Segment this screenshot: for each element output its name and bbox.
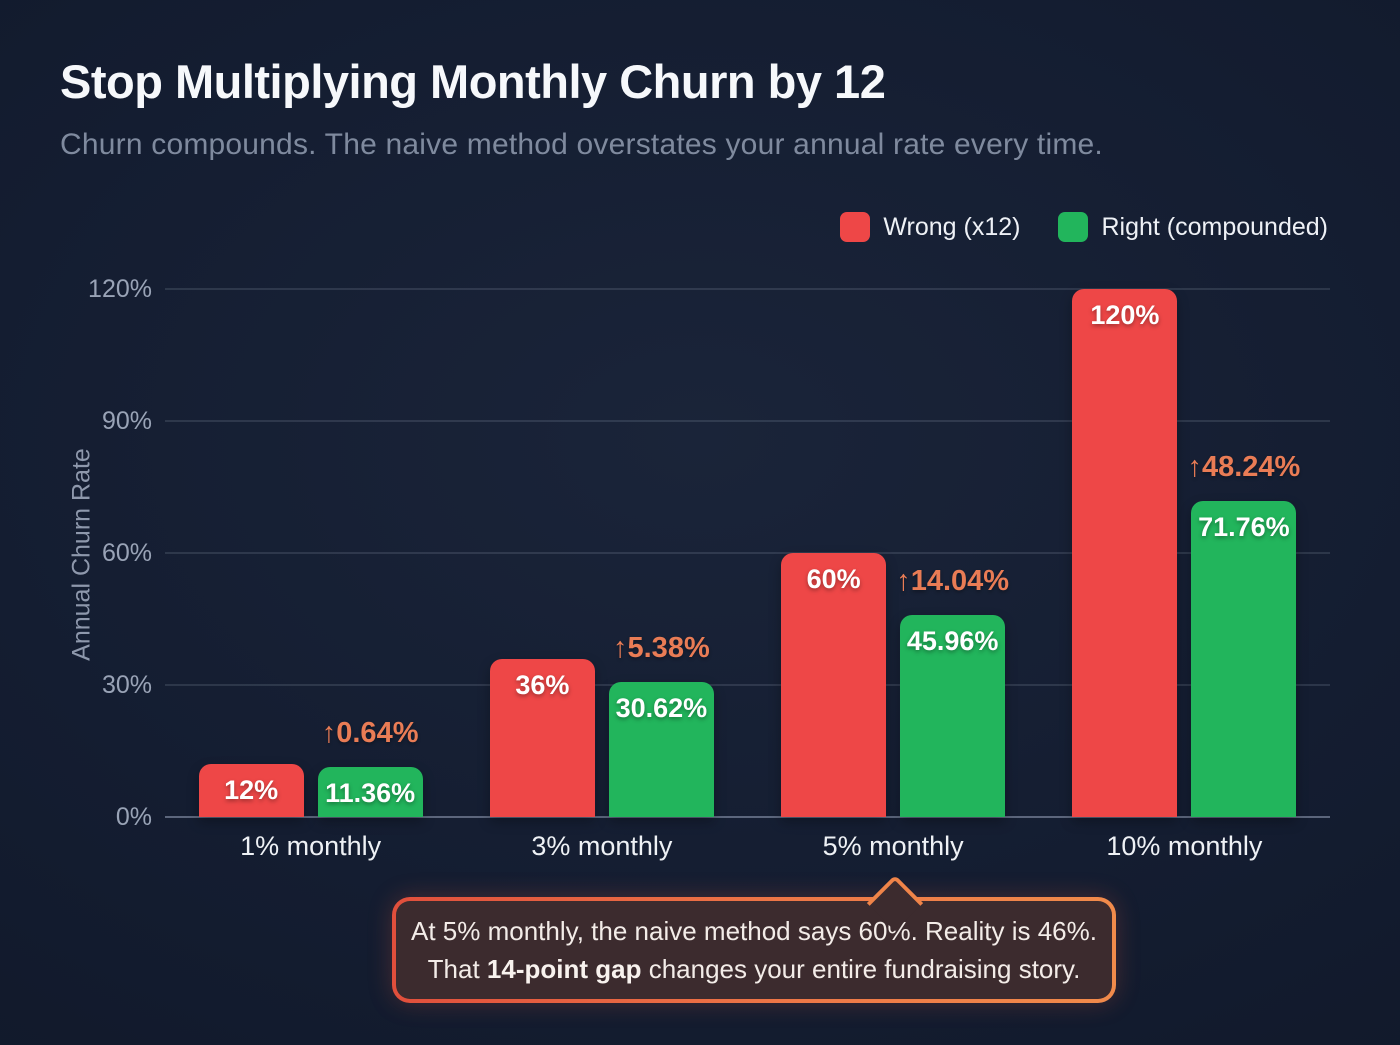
bar-wrong	[489, 658, 595, 817]
gridline-90%	[165, 420, 1330, 422]
gridline-60%	[165, 552, 1330, 554]
bar-wrong	[1072, 289, 1178, 817]
y-tick-label: 90%	[101, 407, 152, 435]
chart-legend: Wrong (x12) Right (compounded)	[840, 212, 1328, 242]
bar-wrong	[198, 764, 304, 817]
legend-label: Wrong (x12)	[883, 212, 1021, 241]
delta-annotation: ↑48.24%	[1187, 451, 1301, 484]
bar-value-label: 71.76%	[1198, 512, 1290, 543]
x-category-label: 1% monthly	[240, 831, 382, 861]
x-category-label: 3% monthly	[531, 831, 673, 861]
bar-right	[608, 682, 714, 817]
page-subtitle: Churn compounds. The naive method overst…	[60, 128, 1103, 161]
legend-item-right: Right (compounded)	[1058, 212, 1328, 242]
bar-value-label: 30.62%	[615, 693, 708, 724]
x-category-label: 5% monthly	[822, 831, 964, 861]
legend-label: Right (compounded)	[1101, 212, 1328, 241]
delta-annotation: ↑0.64%	[321, 717, 419, 750]
bar-right	[900, 614, 1006, 817]
legend-swatch-red	[840, 212, 871, 242]
bar-value-label: 36%	[515, 669, 570, 700]
bar-value-label: 45.96%	[906, 625, 999, 656]
legend-swatch-green	[1058, 212, 1089, 242]
callout-line-1: At 5% monthly, the naive method says 60%…	[411, 915, 1097, 946]
callout-highlight: 14-point gap	[486, 953, 642, 984]
callout-body: At 5% monthly, the naive method says 60%…	[396, 901, 1112, 999]
legend-item-wrong: Wrong (x12)	[840, 212, 1020, 242]
delta-annotation: ↑14.04%	[896, 564, 1010, 597]
bar-wrong	[781, 553, 887, 817]
gridline-120%	[165, 288, 1330, 290]
callout-box: At 5% monthly, the naive method says 60%…	[392, 874, 1116, 1003]
bar-value-label: 60%	[806, 564, 861, 594]
bar-value-label: 12%	[224, 775, 279, 806]
x-category-label: 10% monthly	[1106, 831, 1263, 861]
bar-right	[317, 767, 423, 817]
y-tick-label: 30%	[101, 671, 152, 699]
bar-right	[1191, 501, 1297, 817]
page-title: Stop Multiplying Monthly Churn by 12	[60, 55, 886, 108]
y-tick-label: 0%	[115, 803, 152, 831]
callout-line-2: That 14-point gap changes your entire fu…	[427, 953, 1081, 984]
gridline-30%	[165, 684, 1330, 686]
delta-annotation: ↑5.38%	[613, 632, 710, 665]
y-tick-label: 60%	[101, 539, 152, 567]
bar-value-label: 120%	[1090, 300, 1160, 330]
gridline-0%	[165, 816, 1330, 818]
bar-value-label: 11.36%	[325, 778, 416, 809]
y-tick-label: 120%	[88, 275, 152, 303]
